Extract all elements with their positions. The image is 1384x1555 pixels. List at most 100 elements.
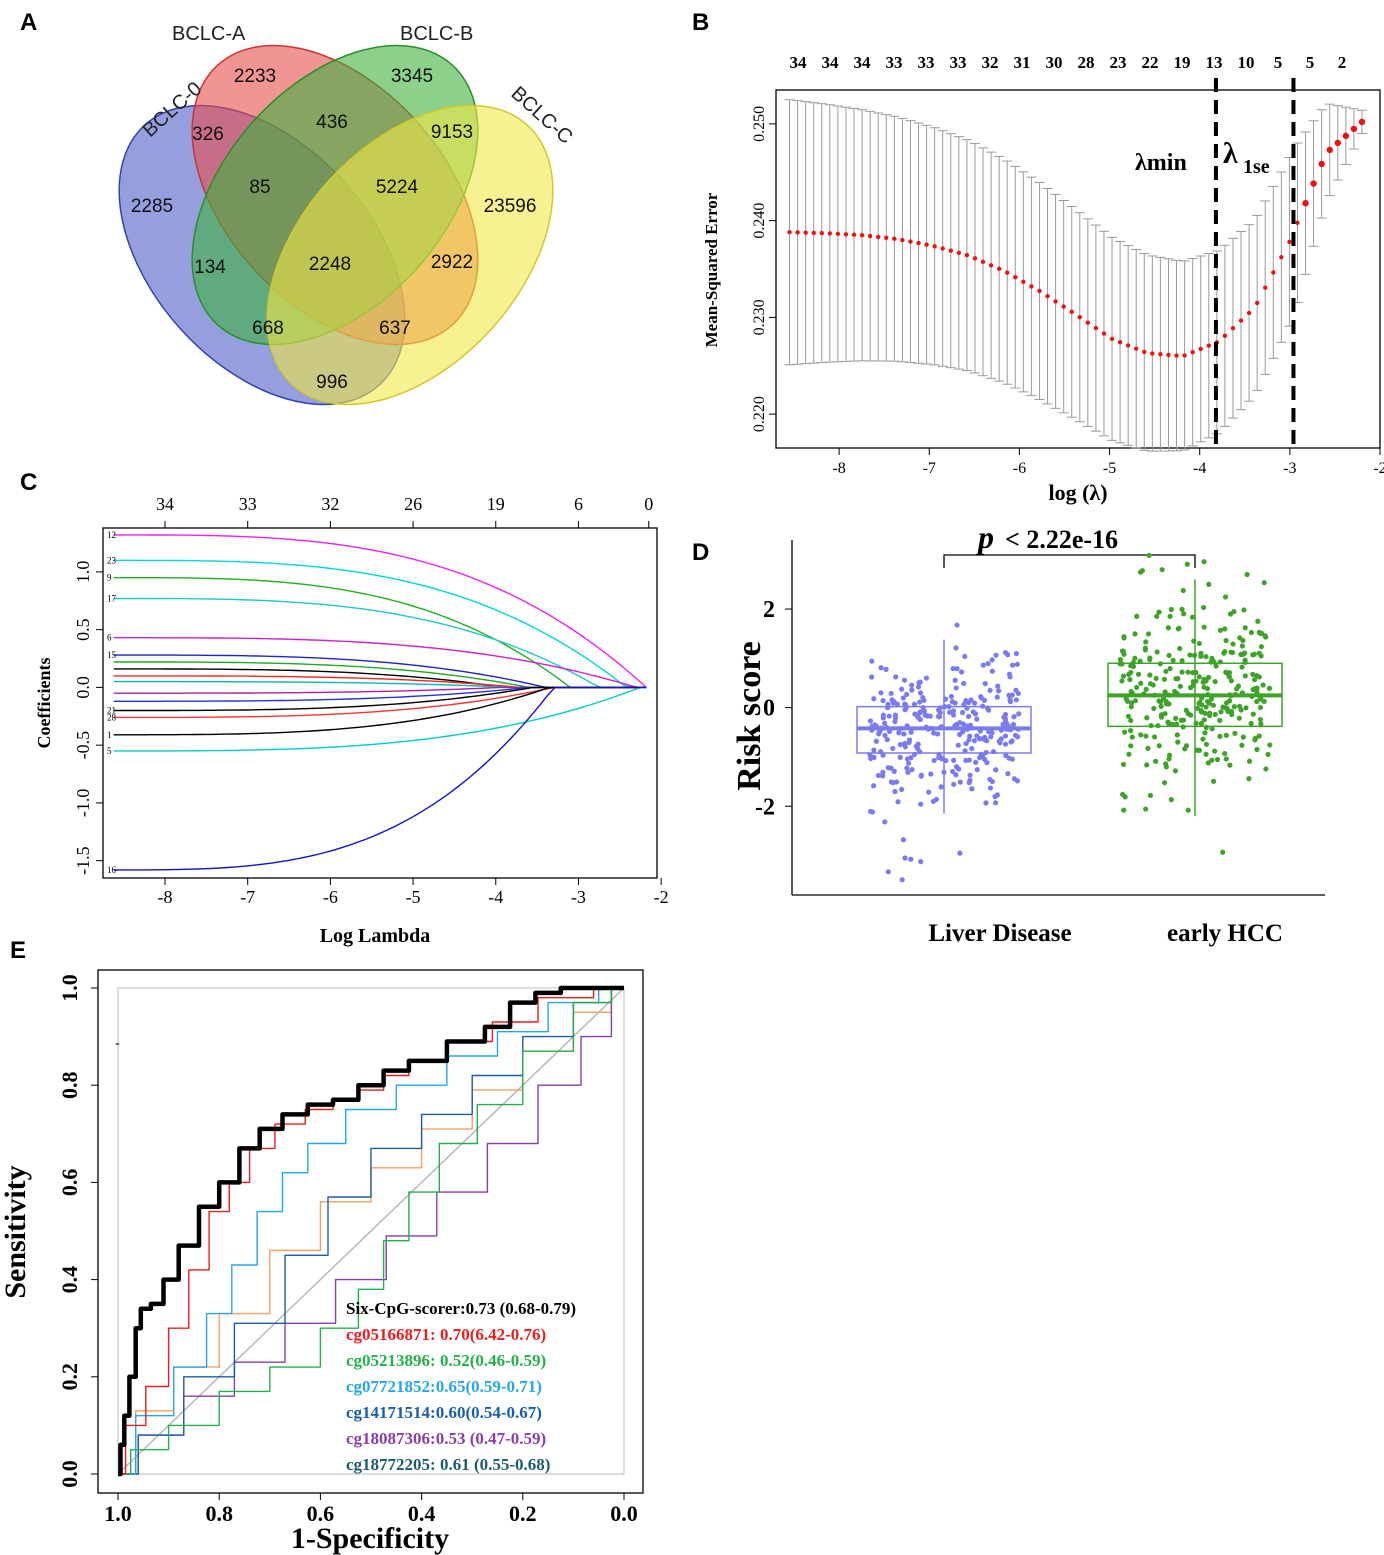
d-point <box>1013 687 1019 693</box>
venn-count: 2233 <box>234 66 276 87</box>
d-point <box>1146 552 1152 559</box>
b-top-tick-label: 31 <box>1014 53 1031 72</box>
d-point <box>996 738 1002 744</box>
e-legend-entry: cg18087306:0.53 (0.47-0.59) <box>346 1429 546 1448</box>
b-top-tick-label: 23 <box>1110 53 1127 72</box>
b-mse-point <box>932 244 937 249</box>
d-point <box>1201 717 1207 723</box>
b-mse-point <box>1093 325 1099 331</box>
d-point <box>1203 704 1209 710</box>
b-x-tick-label: -4 <box>1193 460 1206 477</box>
d-point <box>908 755 914 761</box>
b-mse-point <box>1279 254 1284 260</box>
d-point <box>1129 734 1135 740</box>
e-y-axis: 0.0 0.2 0.4 0.6 0.8 1.0 <box>57 974 98 1488</box>
d-point <box>1128 717 1134 724</box>
d-point <box>968 697 974 703</box>
d-point <box>957 850 963 856</box>
b-mse-point <box>1198 346 1203 352</box>
d-point <box>995 683 1001 689</box>
e-legend: Six-CpG-scorer:0.73 (0.68-0.79) cg0516687… <box>346 1299 576 1474</box>
d-point <box>954 622 960 628</box>
d-point <box>1209 726 1215 732</box>
b-mse-point <box>956 250 962 256</box>
d-point <box>1167 613 1173 619</box>
d-point <box>953 645 959 651</box>
d-point <box>1177 683 1183 689</box>
d-point <box>1226 674 1232 680</box>
b-y-tick-label: 0.230 <box>751 299 768 335</box>
d-point <box>957 731 963 738</box>
d-point <box>1257 716 1263 723</box>
d-point <box>1244 571 1250 578</box>
d-point <box>1250 671 1256 677</box>
d-point <box>1185 669 1191 675</box>
d-point <box>1256 650 1262 656</box>
d-point <box>922 712 928 718</box>
d-point <box>1258 644 1265 650</box>
d-point <box>897 741 903 748</box>
venn-set-bclc-c <box>266 104 554 406</box>
b-top-tick-label: 33 <box>886 53 903 72</box>
panel-label-d: D <box>692 539 709 566</box>
b-mse-point <box>1287 239 1292 245</box>
d-point <box>1230 641 1236 647</box>
b-top-tick-label: 33 <box>950 53 967 72</box>
b-x-tick-label: -3 <box>1283 460 1296 477</box>
d-point <box>1153 675 1159 682</box>
d-point <box>938 784 944 790</box>
panel-label-c: C <box>20 469 37 496</box>
d-point <box>882 732 888 738</box>
e-x-tick-label: 0.2 <box>509 1501 537 1526</box>
c-x-tick-label: -4 <box>488 887 503 907</box>
venn-count: 326 <box>192 124 224 145</box>
d-point <box>1228 649 1234 655</box>
d-point <box>1143 806 1149 812</box>
venn-count: 436 <box>316 112 348 133</box>
e-y-tick-label: 1.0 <box>57 974 82 1002</box>
b-mse-point <box>1013 275 1018 280</box>
d-point <box>918 859 924 865</box>
d-point <box>917 716 923 723</box>
venn-count: 2248 <box>309 254 351 275</box>
b-x-axis-label: log (λ) <box>1048 480 1107 505</box>
c-x-tick-label: -3 <box>571 887 586 907</box>
d-point <box>917 699 923 705</box>
c-coef-path <box>113 686 647 702</box>
d-point <box>1254 746 1260 753</box>
d-point <box>989 668 995 674</box>
d-point <box>1232 730 1238 736</box>
c-x-tick-label: -2 <box>654 887 669 907</box>
b-mse-point <box>1109 336 1115 342</box>
b-mse-point <box>795 230 800 235</box>
b-mse-point <box>859 233 865 238</box>
d-point <box>1179 669 1185 675</box>
d-point <box>1128 743 1134 749</box>
b-mse-point <box>827 231 833 236</box>
d-point <box>1254 698 1260 705</box>
b-mse-point <box>964 252 970 258</box>
b-top-tick-label: 28 <box>1078 53 1095 72</box>
e-plot-frame <box>97 969 644 1494</box>
d-point <box>950 665 956 672</box>
d-point <box>882 819 888 825</box>
d-point <box>905 769 911 775</box>
d-point <box>867 718 874 724</box>
b-mse-point <box>1158 352 1163 357</box>
b-mse-point <box>1117 339 1123 345</box>
b-y-tick-label: 0.220 <box>751 396 768 432</box>
c-coef-path <box>113 534 647 688</box>
d-point <box>1238 707 1244 713</box>
d-point <box>955 742 961 748</box>
e-inner-box <box>117 987 625 1475</box>
d-point <box>1128 669 1134 676</box>
d-point <box>1143 733 1149 739</box>
b-top-tick-label: 13 <box>1206 53 1223 72</box>
b-mse-point <box>1085 320 1091 325</box>
e-y-tick-label: 0.4 <box>57 1266 82 1294</box>
b-mse-point <box>1045 293 1050 299</box>
d-point <box>1161 780 1168 786</box>
panel-label-b: B <box>692 9 709 36</box>
b-mse-point <box>1271 270 1276 275</box>
